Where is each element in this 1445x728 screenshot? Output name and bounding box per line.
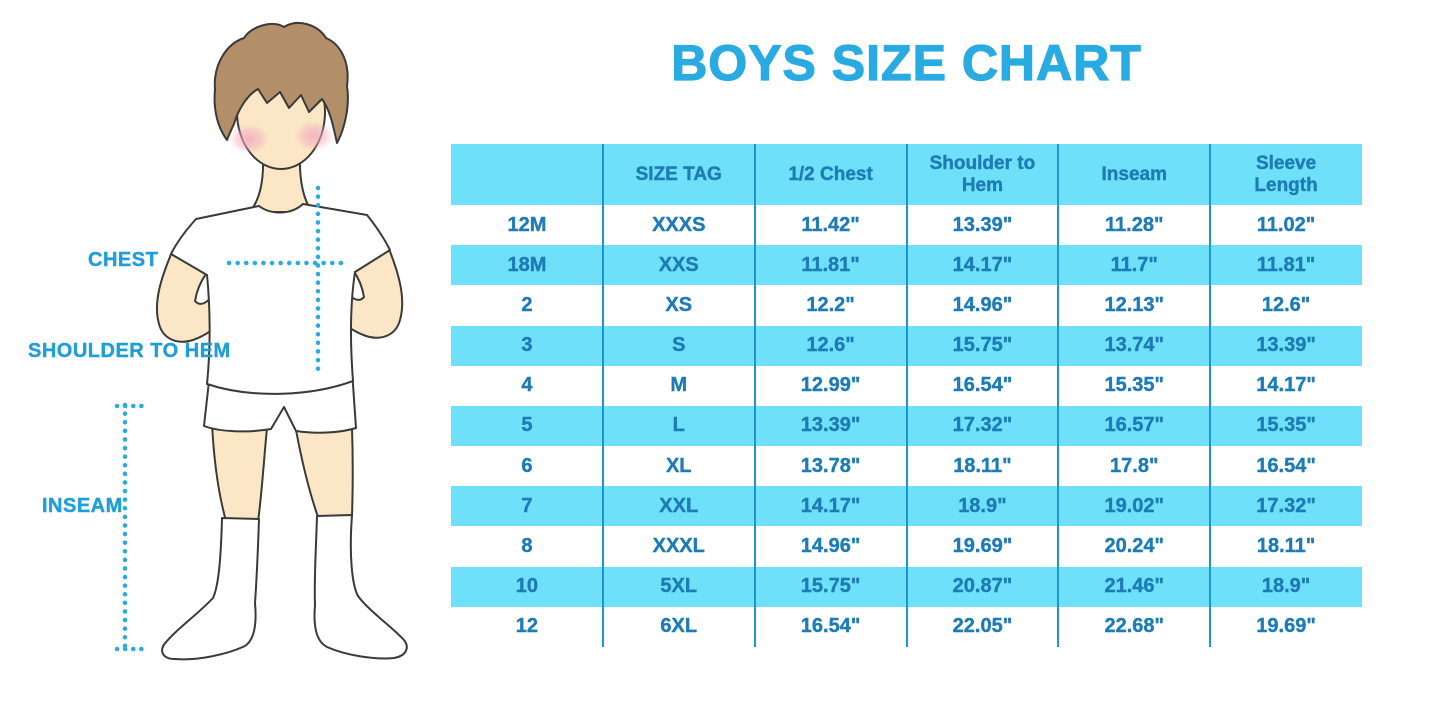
table-cell: 12.6" [806,334,855,357]
table-cell: XS [665,293,693,316]
table-cell: 6XL [660,615,698,638]
table-cell: 22.68" [1104,615,1164,638]
table-cell: 19.69" [1256,615,1316,638]
table-cell: 11.7" [1110,253,1158,276]
column-header: Shoulder to Hem [929,152,1036,196]
table-cell: 5XL [660,575,698,598]
table-cell: L [672,414,685,437]
table-cell: 14.17" [952,253,1013,276]
table-cell: 19.69" [952,534,1013,557]
table-cell: 14.96" [800,534,861,557]
table-cell: 16.54" [952,374,1013,397]
table-cell: 18.9" [1261,575,1311,598]
table-cell: 11.02" [1256,213,1316,236]
column-header: SIZE TAG [635,163,722,185]
table-cell: 13.39" [1256,334,1316,357]
table-cell: 6 [521,454,533,477]
column-divider [1209,144,1212,647]
boy-left-leg [211,423,268,523]
boy-right-leg [295,427,354,518]
table-cell: 20.87" [952,575,1013,598]
table-cell: 8 [521,534,533,557]
table-cell: 13.78" [800,454,861,477]
table-cell: XXXL [652,534,705,557]
table-cell: 16.57" [1104,414,1164,437]
column-divider [753,144,756,647]
table-cell: 15.75" [800,575,861,598]
table-cell: 18.11" [1256,534,1316,557]
table-cell: 16.54" [1256,454,1316,477]
table-cell: 12M [507,213,547,236]
table-cell: 12.99" [800,374,861,397]
table-cell: XXL [659,494,699,517]
table-cell: 12 [515,615,539,638]
table-cell: 13.39" [800,414,861,437]
table-cell: S [672,334,686,357]
table-cell: 16.54" [800,615,861,638]
table-cell: 10 [515,575,539,598]
table-cell: XL [665,454,692,477]
table-cell: 12.2" [806,293,855,316]
table-cell: 18M [507,253,547,276]
table-cell: 11.81" [1256,253,1316,276]
table-cell: 12.13" [1104,293,1164,316]
page-title: BOYS SIZE CHART [671,34,1142,91]
table-cell: 21.46" [1104,575,1164,598]
table-cell: 18.9" [958,494,1007,517]
table-cell: 7 [521,494,533,517]
table-cell: M [670,374,688,397]
table-cell: 14.96" [952,293,1013,316]
table-cell: 2 [521,293,533,316]
column-divider [1057,144,1060,647]
column-header: Inseam [1101,163,1167,185]
table-cell: 17.32" [952,414,1013,437]
boy-left-sock [161,517,260,661]
shoulder-to-hem-label: SHOULDER TO HEM [28,340,231,362]
boy-illustration [114,22,408,661]
table-cell: 22.05" [952,615,1013,638]
table-cell: 12.6" [1261,293,1311,316]
table-cell: 11.28" [1105,213,1164,236]
table-cell: 14.17" [1256,374,1316,397]
boy-hair [213,22,349,144]
table-cell: 20.24" [1104,534,1164,557]
column-header: 1/2 Chest [788,163,873,185]
table-cell: 13.74" [1104,334,1164,357]
table-cell: 11.81" [801,253,860,276]
table-cell: 11.42" [801,213,860,236]
measurement-figure: CHEST SHOULDER TO HEM INSEAM [0,0,450,723]
table-cell: 17.8" [1110,454,1159,477]
column-divider [905,144,908,647]
column-divider [601,144,604,647]
boy-right-cheek [294,121,334,151]
boy-right-sock [313,514,408,660]
size-table: SIZE TAG 1/2 Chest Shoulder to Hem Inseam Sl… [451,144,1362,647]
table-cell: XXS [658,253,699,276]
table-cell: 13.39" [952,213,1013,236]
boy-left-cheek [229,124,269,154]
inseam-label: INSEAM [42,495,123,517]
table-cell: 4 [521,374,533,397]
chest-label: CHEST [88,249,159,271]
table-cell: 15.35" [1256,414,1316,437]
table-cell: 19.02" [1104,494,1164,517]
column-header [451,144,603,205]
table-cell: 3 [521,334,533,357]
table-cell: 17.32" [1256,494,1316,517]
boy-shirt [170,203,391,395]
table-cell: 18.11" [953,454,1012,477]
column-header: Sleeve Length [1254,152,1318,196]
table-cell: 15.75" [952,334,1013,357]
table-cell: XXXS [652,213,706,236]
table-cell: 5 [521,414,533,437]
table-cell: 14.17" [800,494,861,517]
table-cell: 15.35" [1104,374,1164,397]
